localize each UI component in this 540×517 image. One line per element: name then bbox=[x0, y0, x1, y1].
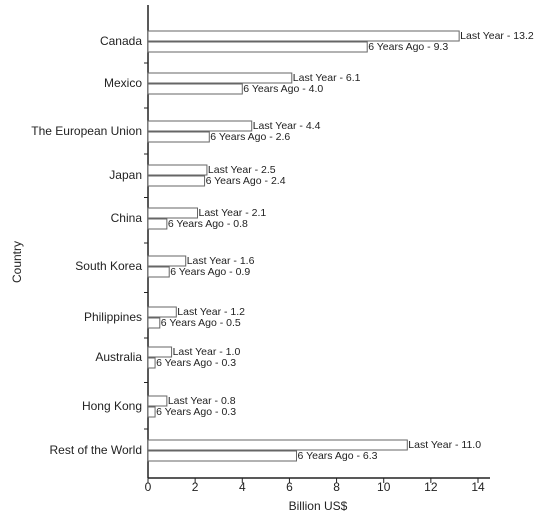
x-tick-label: 2 bbox=[192, 480, 199, 494]
x-tick-label: 8 bbox=[333, 480, 340, 494]
bar bbox=[147, 83, 243, 95]
bar bbox=[147, 72, 293, 84]
bar bbox=[147, 41, 368, 53]
value-label: 6 Years Ago - 0.5 bbox=[161, 317, 241, 329]
bar bbox=[147, 317, 161, 329]
x-axis-label: Billion US$ bbox=[289, 499, 348, 513]
value-label: Last Year - 4.4 bbox=[253, 120, 321, 132]
y-tick-label: Mexico bbox=[104, 76, 142, 90]
y-tick-label: The European Union bbox=[31, 124, 142, 138]
value-label: 6 Years Ago - 4.0 bbox=[243, 83, 323, 95]
y-axis-label: Country bbox=[10, 241, 24, 283]
value-label: 6 Years Ago - 0.3 bbox=[156, 406, 236, 418]
y-tick-label: Hong Kong bbox=[82, 399, 142, 413]
y-tick-label: Australia bbox=[95, 350, 142, 364]
bar bbox=[147, 439, 408, 451]
value-label: Last Year - 0.8 bbox=[168, 395, 236, 407]
bar bbox=[147, 406, 156, 418]
value-label: Last Year - 11.0 bbox=[408, 439, 481, 451]
value-label: Last Year - 6.1 bbox=[293, 72, 361, 84]
y-tick-label: South Korea bbox=[75, 259, 142, 273]
bar bbox=[147, 164, 208, 176]
y-tick-label: Rest of the World bbox=[50, 443, 142, 457]
bar bbox=[147, 266, 170, 278]
x-tick-label: 14 bbox=[471, 480, 485, 494]
value-label: 6 Years Ago - 0.9 bbox=[170, 266, 250, 278]
x-tick-label: 4 bbox=[239, 480, 246, 494]
bar bbox=[147, 207, 198, 219]
bar bbox=[147, 357, 156, 369]
value-label: Last Year - 2.5 bbox=[208, 164, 276, 176]
value-label: 6 Years Ago - 2.6 bbox=[210, 131, 290, 143]
y-tick-label: China bbox=[111, 211, 143, 225]
x-tick-label: 12 bbox=[424, 480, 438, 494]
bar bbox=[147, 120, 253, 132]
value-label: Last Year - 13.2 bbox=[460, 30, 534, 42]
bar bbox=[147, 30, 460, 42]
y-tick-label: Philippines bbox=[84, 310, 142, 324]
bar bbox=[147, 131, 210, 143]
value-label: Last Year - 1.6 bbox=[187, 255, 255, 267]
bar bbox=[147, 346, 173, 358]
bar bbox=[147, 395, 168, 407]
x-tick-label: 10 bbox=[377, 480, 391, 494]
bar bbox=[147, 306, 177, 318]
value-label: 6 Years Ago - 9.3 bbox=[368, 41, 448, 53]
value-label: Last Year - 1.2 bbox=[177, 306, 245, 318]
value-label: Last Year - 2.1 bbox=[199, 207, 267, 219]
bar bbox=[147, 175, 206, 187]
value-label: 6 Years Ago - 0.3 bbox=[156, 357, 236, 369]
x-tick-label: 0 bbox=[145, 480, 152, 494]
value-label: 6 Years Ago - 6.3 bbox=[298, 450, 378, 462]
bar bbox=[147, 450, 297, 462]
value-label: Last Year - 1.0 bbox=[173, 346, 241, 358]
value-label: 6 Years Ago - 0.8 bbox=[168, 218, 248, 230]
bar bbox=[147, 255, 187, 267]
value-label: 6 Years Ago - 2.4 bbox=[206, 175, 286, 187]
y-tick-label: Japan bbox=[109, 168, 142, 182]
x-tick-label: 6 bbox=[286, 480, 293, 494]
bar bbox=[147, 218, 168, 230]
y-tick-label: Canada bbox=[100, 34, 142, 48]
